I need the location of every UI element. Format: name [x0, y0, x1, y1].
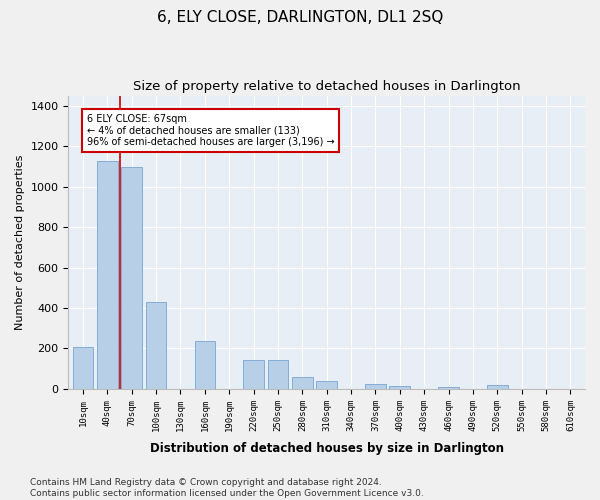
- Bar: [194, 342, 215, 389]
- Bar: [292, 378, 313, 389]
- Bar: [487, 385, 508, 389]
- Bar: [316, 381, 337, 389]
- Bar: [121, 168, 142, 389]
- Bar: [389, 386, 410, 389]
- Bar: [243, 360, 264, 389]
- Y-axis label: Number of detached properties: Number of detached properties: [15, 154, 25, 330]
- Title: Size of property relative to detached houses in Darlington: Size of property relative to detached ho…: [133, 80, 521, 93]
- Text: 6, ELY CLOSE, DARLINGTON, DL1 2SQ: 6, ELY CLOSE, DARLINGTON, DL1 2SQ: [157, 10, 443, 25]
- Bar: [97, 162, 118, 389]
- Bar: [146, 302, 166, 389]
- X-axis label: Distribution of detached houses by size in Darlington: Distribution of detached houses by size …: [150, 442, 504, 455]
- Bar: [438, 387, 459, 389]
- Bar: [365, 384, 386, 389]
- Bar: [73, 348, 94, 389]
- Text: Contains HM Land Registry data © Crown copyright and database right 2024.
Contai: Contains HM Land Registry data © Crown c…: [30, 478, 424, 498]
- Text: 6 ELY CLOSE: 67sqm
← 4% of detached houses are smaller (133)
96% of semi-detache: 6 ELY CLOSE: 67sqm ← 4% of detached hous…: [86, 114, 334, 147]
- Bar: [268, 360, 289, 389]
